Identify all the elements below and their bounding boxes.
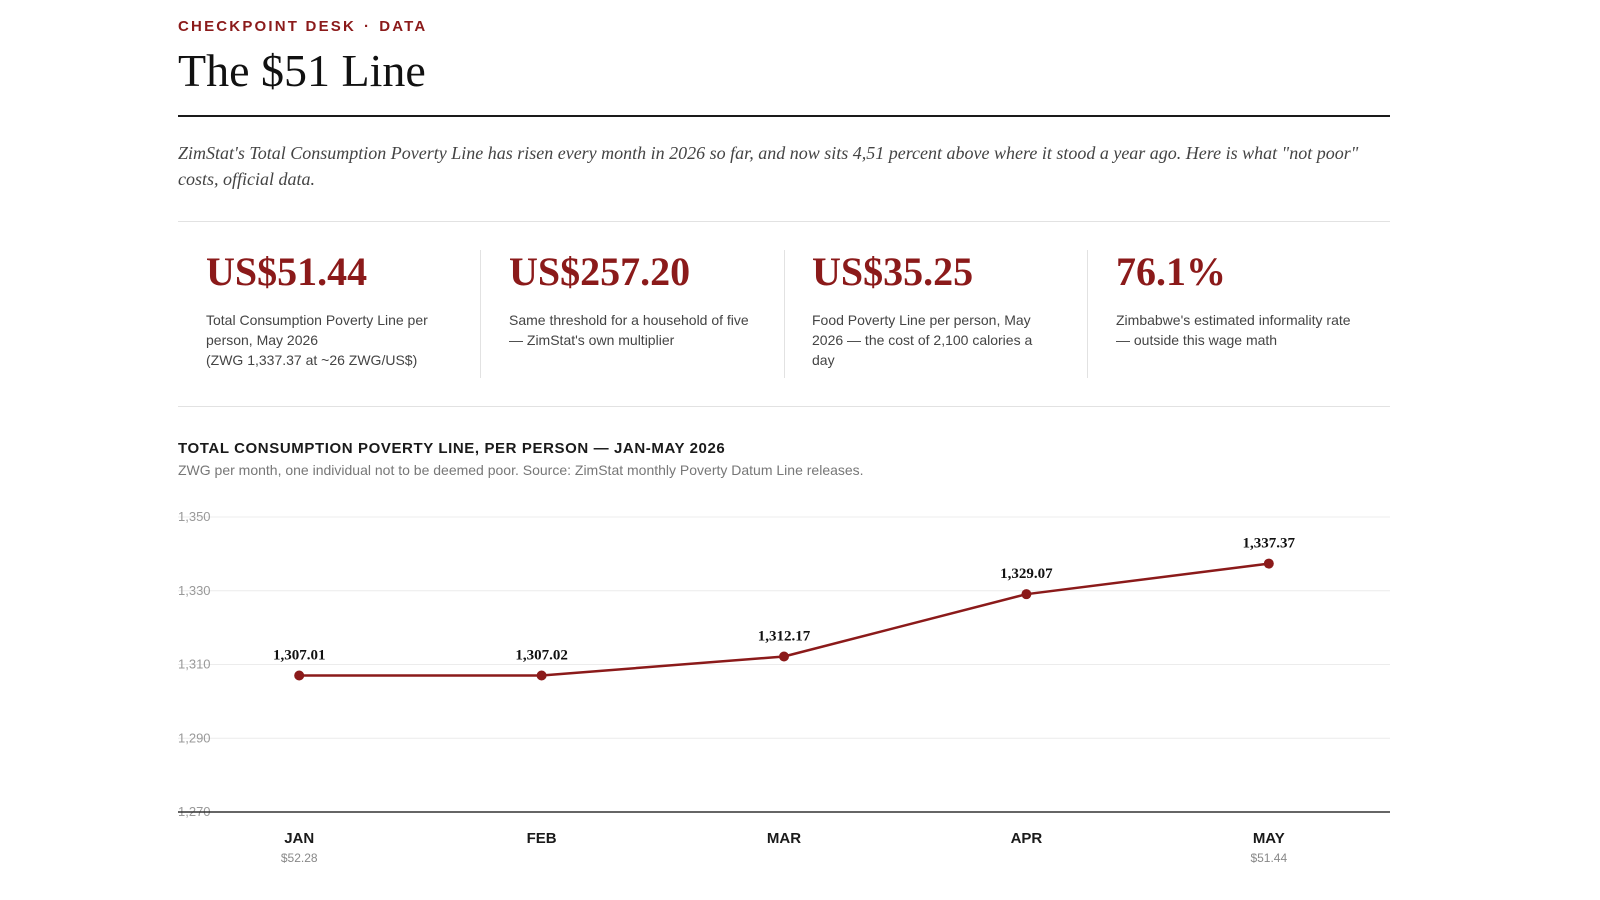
data-point (294, 670, 305, 681)
stat-household: US$257.20 Same threshold for a household… (509, 250, 749, 378)
y-tick-label: 1,290 (178, 730, 211, 745)
stats-row: US$51.44 Total Consumption Poverty Line … (178, 222, 1390, 407)
stat-informality: 76.1% Zimbabwe's estimated informality r… (1116, 250, 1356, 378)
x-secondary-label: $52.28 (281, 851, 318, 865)
stat-description-line: Same threshold for a household of five —… (509, 312, 749, 348)
x-tick-label: MAR (767, 830, 801, 847)
kicker: CHECKPOINT DESK · DATA (178, 18, 427, 35)
stat-description: Same threshold for a household of five —… (509, 310, 749, 350)
stat-value: US$35.25 (812, 249, 974, 294)
stats-bottom-divider (178, 406, 1390, 407)
y-tick-label: 1,310 (178, 657, 211, 672)
x-tick-label: APR (1011, 830, 1043, 847)
article-dek: ZimStat's Total Consumption Poverty Line… (178, 143, 1359, 189)
data-label: 1,307.01 (273, 648, 326, 664)
stat-value: US$51.44 (206, 249, 368, 294)
chart-title: TOTAL CONSUMPTION POVERTY LINE, PER PERS… (178, 440, 726, 457)
stat-description-line: Food Poverty Line per person, May 2026 —… (812, 312, 1033, 368)
stat-description: Total Consumption Poverty Line per perso… (206, 310, 446, 370)
kicker-separator: · (364, 18, 372, 35)
stat-value: US$257.20 (509, 249, 691, 294)
kicker-section[interactable]: CHECKPOINT DESK (178, 18, 357, 35)
data-point (536, 670, 547, 681)
x-tick-label: MAY (1253, 830, 1285, 847)
stat-description: Food Poverty Line per person, May 2026 —… (812, 310, 1042, 370)
y-tick-label: 1,350 (178, 509, 211, 524)
stat-divider (1087, 250, 1088, 378)
title-rule (178, 115, 1390, 117)
x-secondary-label: $51.44 (1250, 851, 1287, 865)
x-tick-label: JAN (284, 830, 314, 847)
data-label: 1,307.02 (515, 647, 568, 663)
stat-description-line: Total Consumption Poverty Line per perso… (206, 312, 428, 348)
stat-food-poverty: US$35.25 Food Poverty Line per person, M… (812, 250, 1042, 378)
x-tick-label: FEB (527, 830, 557, 847)
page-title: The $51 Line (178, 45, 426, 96)
stat-divider (784, 250, 785, 378)
stat-description-line: (ZWG 1,337.37 at ~26 ZWG/US$) (206, 352, 418, 368)
data-point (1021, 589, 1032, 600)
data-point (1263, 558, 1274, 569)
stat-description-line: Zimbabwe's estimated informality rate — … (1116, 312, 1351, 348)
data-point (779, 651, 789, 662)
stat-tcpl-usd: US$51.44 Total Consumption Poverty Line … (206, 250, 446, 378)
stats-top-divider (178, 221, 1390, 222)
data-label: 1,337.37 (1243, 536, 1296, 552)
stat-description: Zimbabwe's estimated informality rate — … (1116, 310, 1356, 350)
kicker-category[interactable]: DATA (379, 18, 428, 35)
chart-subtitle: ZWG per month, one individual not to be … (178, 462, 864, 478)
stat-divider (480, 250, 481, 378)
stat-value: 76.1% (1116, 249, 1226, 294)
y-tick-label: 1,330 (178, 583, 211, 598)
data-label: 1,312.17 (758, 628, 811, 644)
data-label: 1,329.07 (1000, 566, 1053, 582)
